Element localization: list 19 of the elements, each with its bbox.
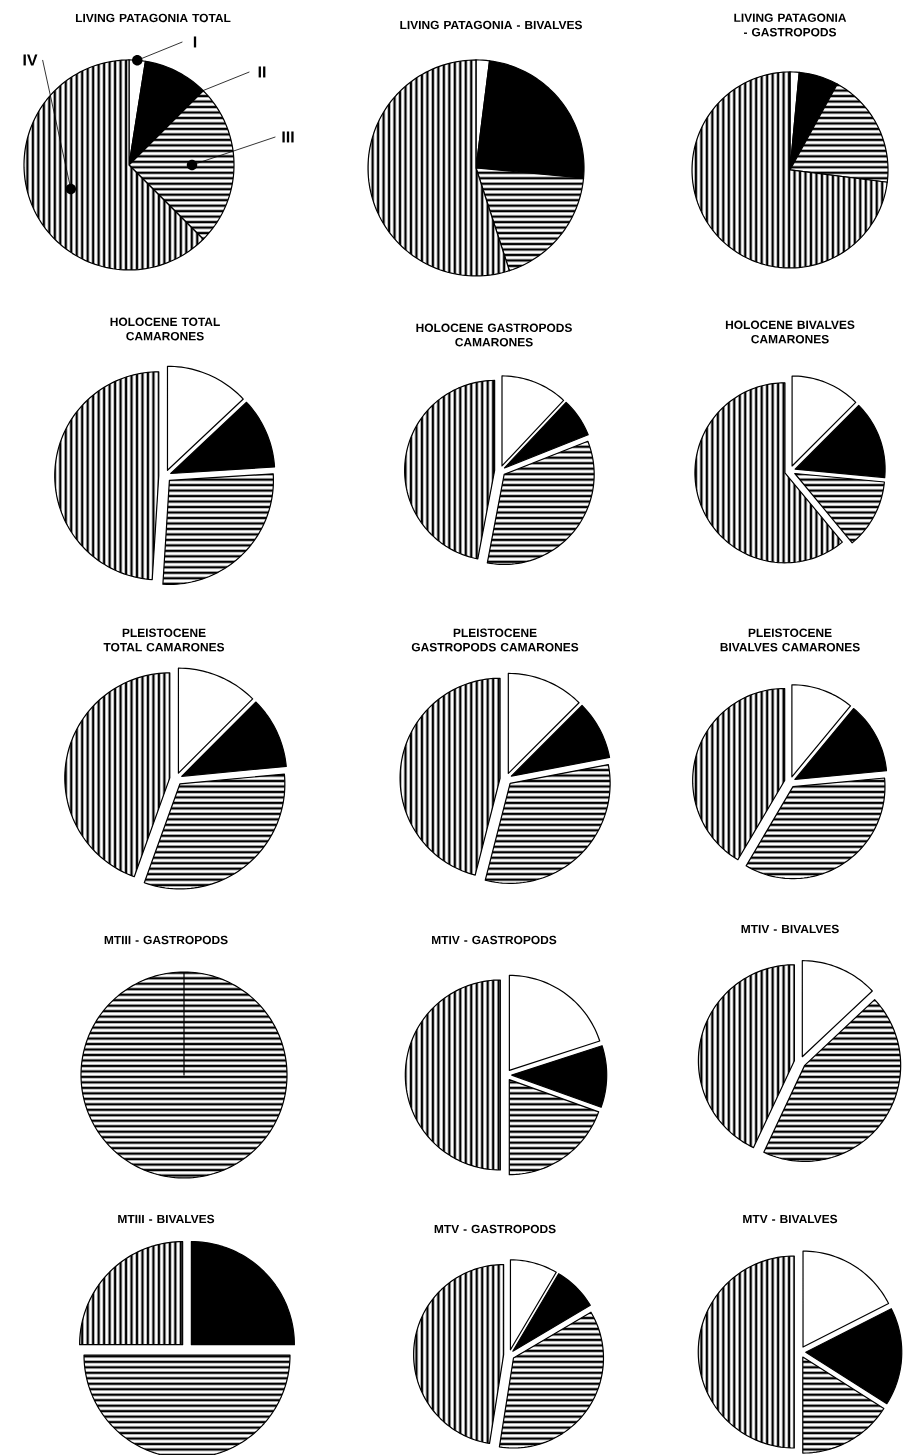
chart-title: MTIII - GASTROPODS xyxy=(104,935,228,945)
slice-label: IV xyxy=(23,54,38,66)
chart-title: MTIII - BIVALVES xyxy=(118,1214,215,1224)
chart-title: PLEISTOCENE BIVALVES CAMARONES xyxy=(720,628,860,652)
chart-title: PLEISTOCENE TOTAL CAMARONES xyxy=(103,628,225,652)
chart-title: LIVING PATAGONIA - GASTROPODS xyxy=(734,13,847,37)
chart-title: HOLOCENE GASTROPODS CAMARONES xyxy=(416,323,572,347)
chart-title: LIVING PATAGONIA - BIVALVES xyxy=(400,20,582,30)
chart-title: MTIV - BIVALVES xyxy=(741,924,839,934)
slice-label: III xyxy=(282,131,294,143)
chart-title: LIVING PATAGONIA TOTAL xyxy=(75,13,231,23)
slice-label: I xyxy=(193,36,197,48)
slice-label: II xyxy=(258,66,266,78)
chart-title: MTV - GASTROPODS xyxy=(434,1224,556,1234)
chart-title: PLEISTOCENE GASTROPODS CAMARONES xyxy=(411,628,579,652)
chart-title: HOLOCENE TOTAL CAMARONES xyxy=(110,317,220,341)
chart-title: HOLOCENE BIVALVES CAMARONES xyxy=(725,320,855,344)
chart-title: MTIV - GASTROPODS xyxy=(432,935,557,945)
chart-title: MTV - BIVALVES xyxy=(743,1214,838,1224)
